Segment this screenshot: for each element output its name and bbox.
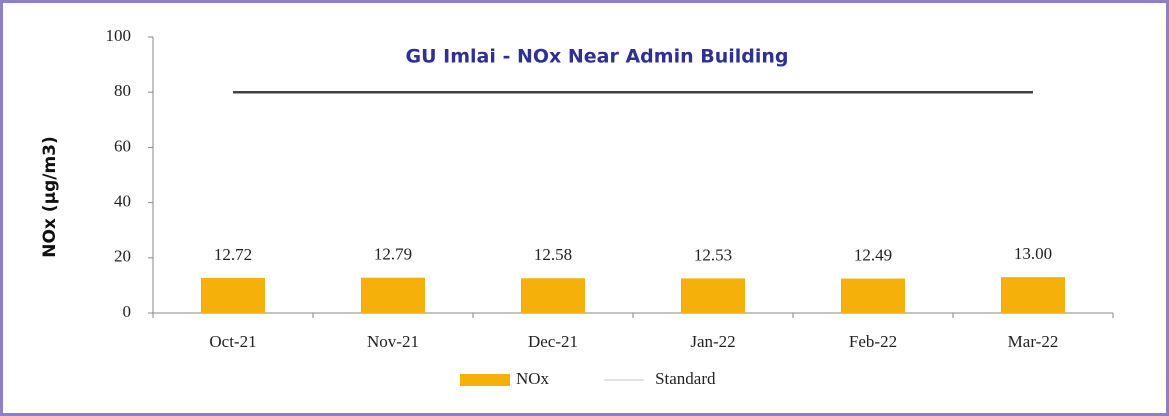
y-tick-label: 100 — [106, 26, 132, 45]
data-label: 13.00 — [1014, 244, 1052, 263]
x-tick-label: Jan-22 — [690, 332, 735, 351]
data-label: 12.79 — [374, 245, 412, 264]
chart-title: GU Imlai - NOx Near Admin Building — [405, 46, 788, 68]
legend-label: NOx — [516, 369, 550, 388]
data-label: 12.53 — [694, 245, 732, 264]
bar — [681, 278, 745, 313]
x-tick-label: Dec-21 — [528, 332, 578, 351]
y-tick-label: 60 — [114, 136, 131, 155]
data-label: 12.49 — [854, 245, 892, 264]
data-label: 12.72 — [214, 245, 252, 264]
x-tick-label: Feb-22 — [849, 332, 897, 351]
x-tick-label: Nov-21 — [367, 332, 419, 351]
bar — [521, 278, 585, 313]
x-tick-label: Mar-22 — [1008, 332, 1059, 351]
bar — [841, 278, 905, 313]
legend-swatch — [460, 374, 510, 386]
y-tick-label: 20 — [114, 247, 131, 266]
y-axis-label: NOx (µg/m3) — [40, 136, 60, 258]
data-label: 12.58 — [534, 245, 572, 264]
bar — [361, 277, 425, 313]
bar — [201, 277, 265, 313]
y-tick-label: 40 — [114, 192, 131, 211]
y-tick-label: 0 — [123, 302, 132, 321]
bar — [1001, 277, 1065, 313]
legend-label: Standard — [655, 369, 716, 388]
y-tick-label: 80 — [114, 81, 131, 100]
x-tick-label: Oct-21 — [209, 332, 256, 351]
